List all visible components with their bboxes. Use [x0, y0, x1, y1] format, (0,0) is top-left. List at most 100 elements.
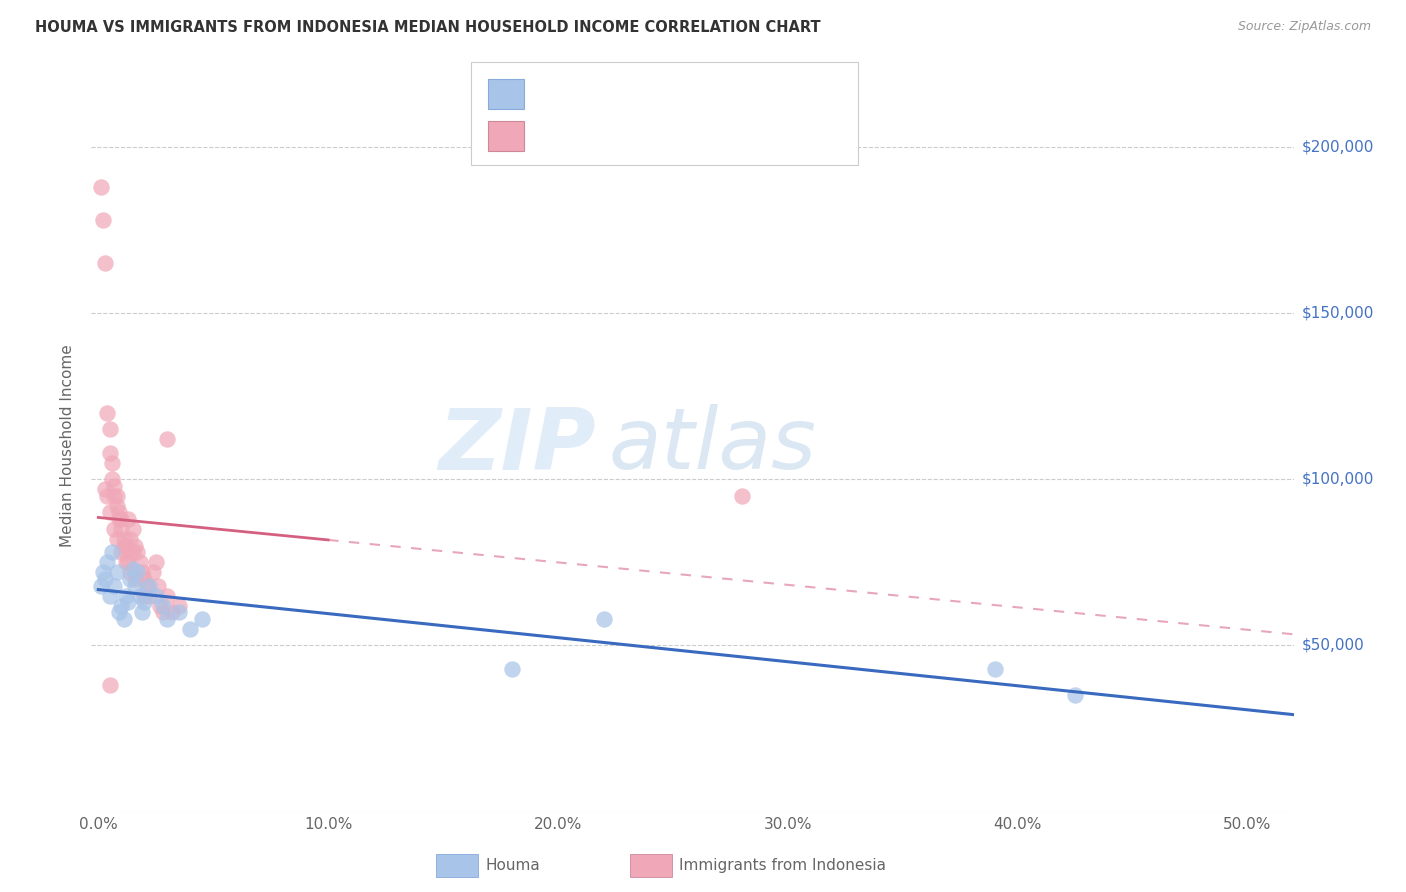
Point: [103, 479, 125, 493]
Point: [103, 579, 125, 593]
Point: [146, 579, 169, 593]
Point: [98, 678, 121, 692]
Point: [593, 612, 616, 626]
Text: Source: ZipAtlas.com: Source: ZipAtlas.com: [1237, 20, 1371, 33]
Point: [110, 512, 132, 526]
Point: [145, 589, 167, 603]
Point: [156, 589, 179, 603]
Point: [90, 579, 112, 593]
Point: [127, 566, 149, 580]
Text: $50,000: $50,000: [1302, 638, 1365, 653]
Point: [131, 605, 153, 619]
Point: [167, 605, 190, 619]
Point: [105, 489, 128, 503]
Text: $200,000: $200,000: [1302, 139, 1374, 154]
Point: [98, 445, 121, 459]
Point: [115, 539, 138, 553]
Text: ZIP: ZIP: [439, 404, 596, 488]
Point: [121, 545, 143, 559]
Point: [91, 213, 114, 227]
Point: [117, 555, 139, 569]
Text: 53: 53: [689, 127, 709, 141]
Point: [94, 256, 117, 270]
Text: $100,000: $100,000: [1302, 472, 1374, 487]
Point: [101, 472, 124, 486]
Point: [145, 555, 167, 569]
Point: [117, 595, 139, 609]
Point: [124, 572, 146, 586]
Point: [112, 532, 135, 546]
Point: [110, 522, 132, 536]
Text: N =: N =: [650, 127, 683, 141]
Point: [121, 562, 143, 576]
Point: [134, 572, 156, 586]
Point: [156, 433, 179, 447]
Point: [190, 612, 212, 626]
Point: [149, 599, 172, 613]
Point: [120, 532, 142, 546]
Point: [120, 566, 142, 580]
Point: [731, 489, 754, 503]
Point: [124, 579, 146, 593]
Point: [101, 545, 124, 559]
Point: [108, 512, 131, 526]
Point: [160, 605, 183, 619]
Text: -0.127: -0.127: [576, 127, 626, 141]
Point: [96, 489, 118, 503]
Text: 31: 31: [689, 85, 709, 99]
Point: [167, 599, 190, 613]
Text: $150,000: $150,000: [1302, 306, 1374, 320]
Point: [91, 566, 114, 580]
Point: [152, 599, 174, 613]
Text: HOUMA VS IMMIGRANTS FROM INDONESIA MEDIAN HOUSEHOLD INCOME CORRELATION CHART: HOUMA VS IMMIGRANTS FROM INDONESIA MEDIA…: [35, 20, 821, 35]
Point: [1064, 689, 1087, 703]
Point: [179, 622, 201, 636]
Text: -0.699: -0.699: [576, 85, 626, 99]
Point: [108, 605, 131, 619]
Point: [138, 589, 160, 603]
Point: [134, 589, 156, 603]
Point: [96, 406, 118, 420]
Point: [105, 566, 128, 580]
Point: [103, 489, 125, 503]
Point: [134, 595, 156, 609]
Point: [105, 532, 128, 546]
Point: [112, 539, 135, 553]
Text: R =: R =: [537, 127, 571, 141]
Point: [131, 566, 153, 580]
Text: N =: N =: [650, 85, 683, 99]
Point: [94, 572, 117, 586]
Point: [94, 482, 117, 496]
Point: [110, 599, 132, 613]
Point: [105, 499, 128, 513]
Point: [138, 579, 160, 593]
Point: [156, 612, 179, 626]
Point: [115, 555, 138, 569]
Point: [115, 589, 138, 603]
Text: Houma: Houma: [485, 858, 540, 872]
Point: [128, 555, 150, 569]
Point: [983, 662, 1005, 676]
Text: R =: R =: [537, 85, 571, 99]
Point: [98, 506, 121, 520]
Point: [98, 422, 121, 436]
Point: [152, 605, 174, 619]
Point: [112, 612, 135, 626]
Point: [110, 545, 132, 559]
Point: [142, 566, 165, 580]
Point: [121, 522, 143, 536]
Point: [115, 545, 138, 559]
Point: [101, 456, 124, 470]
Point: [135, 579, 157, 593]
Point: [128, 589, 150, 603]
Point: [98, 589, 121, 603]
Point: [124, 539, 146, 553]
Point: [96, 555, 118, 569]
Text: atlas: atlas: [609, 404, 817, 488]
Y-axis label: Median Household Income: Median Household Income: [60, 344, 76, 548]
Point: [90, 179, 112, 194]
Point: [103, 522, 125, 536]
Point: [501, 662, 523, 676]
Text: Immigrants from Indonesia: Immigrants from Indonesia: [679, 858, 886, 872]
Point: [117, 512, 139, 526]
